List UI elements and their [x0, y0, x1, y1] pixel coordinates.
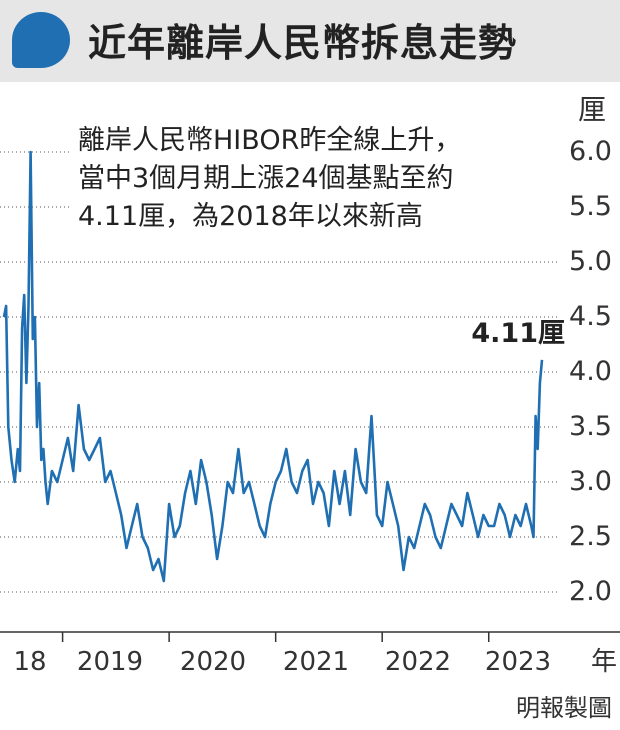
x-tick-label: 2021: [283, 647, 349, 677]
x-tick-label: 2022: [385, 647, 451, 677]
source-credit: 明報製圖: [516, 694, 612, 722]
series-line: [2, 150, 544, 583]
x-tick-label: 2023: [485, 647, 551, 677]
y-tick-label: 2.0: [569, 576, 612, 607]
y-tick-label: 5.0: [569, 246, 612, 277]
y-tick-label: 6.0: [569, 136, 612, 167]
chart-title: 近年離岸人民幣拆息走勢: [88, 20, 518, 65]
y-tick-label: 4.5: [569, 301, 612, 332]
x-tick-label: 2019: [77, 647, 143, 677]
y-tick-label: 2.5: [569, 521, 612, 552]
x-tick-label: 2020: [180, 647, 246, 677]
x-axis-unit-label: 年: [591, 647, 617, 677]
end-value-label: 4.11厘: [471, 318, 565, 349]
speech-bubble-icon: [12, 12, 70, 68]
y-tick-label: 4.0: [569, 356, 612, 387]
annotation-line-2: 當中3個月期上漲24個基點至約: [78, 163, 454, 194]
annotation-line-3: 4.11厘，為2018年以來新高: [78, 201, 423, 232]
y-tick-label: 5.5: [569, 191, 612, 222]
y-tick-label: 3.0: [569, 466, 612, 497]
y-tick-label: 3.5: [569, 411, 612, 442]
chart-annotation: 離岸人民幣HIBOR昨全線上升， 當中3個月期上漲24個基點至約 4.11厘，為…: [72, 118, 564, 240]
x-tick-label: 18: [13, 647, 46, 677]
annotation-line-1: 離岸人民幣HIBOR昨全線上升，: [78, 125, 462, 156]
header-bar: 近年離岸人民幣拆息走勢: [0, 0, 620, 82]
y-axis-unit-label: 厘: [577, 93, 606, 126]
